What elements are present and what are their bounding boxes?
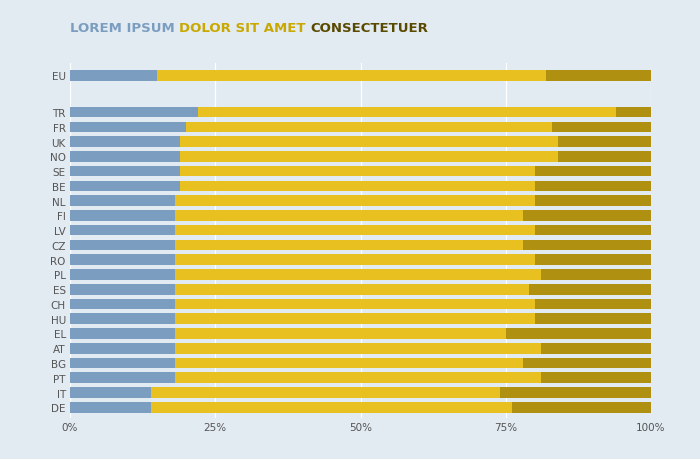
Bar: [174, 358, 523, 369]
Bar: [558, 152, 651, 162]
Bar: [540, 373, 651, 383]
Bar: [547, 71, 651, 81]
Bar: [174, 299, 535, 310]
Bar: [157, 71, 547, 81]
Bar: [552, 122, 651, 133]
Text: DOLOR SIT AMET: DOLOR SIT AMET: [179, 22, 311, 34]
Bar: [174, 196, 535, 207]
Bar: [70, 225, 174, 236]
Bar: [523, 211, 651, 221]
Bar: [70, 167, 181, 177]
Bar: [70, 240, 174, 251]
Bar: [174, 373, 540, 383]
Bar: [70, 181, 181, 192]
Bar: [151, 402, 512, 413]
Bar: [174, 211, 523, 221]
Bar: [174, 255, 535, 265]
Bar: [512, 402, 651, 413]
Bar: [70, 152, 181, 162]
Bar: [151, 387, 500, 398]
Bar: [616, 107, 651, 118]
Bar: [70, 373, 174, 383]
Bar: [174, 269, 540, 280]
Bar: [70, 211, 174, 221]
Bar: [535, 255, 651, 265]
Bar: [70, 299, 174, 310]
Bar: [535, 196, 651, 207]
Bar: [174, 284, 529, 295]
Bar: [500, 387, 651, 398]
Bar: [540, 269, 651, 280]
Bar: [186, 122, 552, 133]
Text: CONSECTETUER: CONSECTETUER: [311, 22, 428, 34]
Bar: [523, 240, 651, 251]
Bar: [174, 343, 540, 354]
Bar: [198, 107, 616, 118]
Bar: [540, 343, 651, 354]
Bar: [558, 137, 651, 148]
Bar: [529, 284, 651, 295]
Bar: [70, 196, 174, 207]
Bar: [174, 329, 505, 339]
Bar: [174, 240, 523, 251]
Bar: [535, 167, 651, 177]
Bar: [174, 313, 535, 325]
Text: LOREM IPSUM: LOREM IPSUM: [70, 22, 179, 34]
Bar: [535, 299, 651, 310]
Bar: [70, 71, 157, 81]
Bar: [181, 152, 558, 162]
Bar: [70, 137, 181, 148]
Bar: [70, 269, 174, 280]
Bar: [505, 329, 651, 339]
Bar: [535, 225, 651, 236]
Bar: [70, 284, 174, 295]
Bar: [70, 255, 174, 265]
Bar: [181, 137, 558, 148]
Bar: [70, 387, 151, 398]
Bar: [174, 225, 535, 236]
Bar: [523, 358, 651, 369]
Bar: [181, 181, 535, 192]
Bar: [70, 358, 174, 369]
Bar: [535, 181, 651, 192]
Bar: [535, 313, 651, 325]
Bar: [70, 402, 151, 413]
Bar: [70, 329, 174, 339]
Bar: [181, 167, 535, 177]
Bar: [70, 122, 186, 133]
Bar: [70, 313, 174, 325]
Bar: [70, 107, 198, 118]
Bar: [70, 343, 174, 354]
